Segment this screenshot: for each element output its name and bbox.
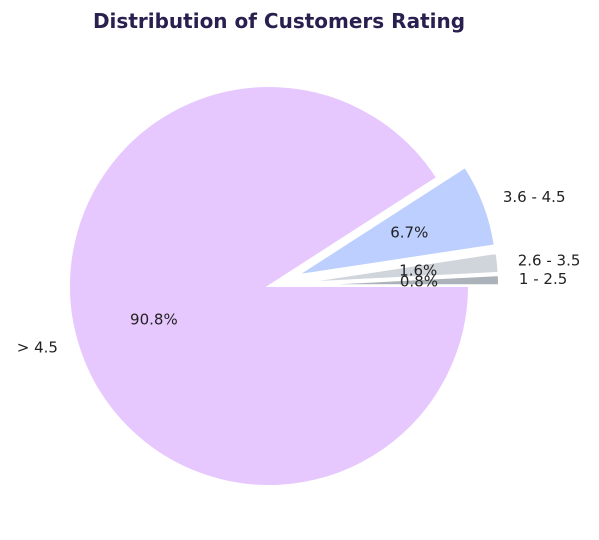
pie-slice-3-6-4-5: [296, 165, 496, 277]
slice-pct-3-6-4-5: 6.7%: [390, 223, 428, 241]
chart-title: Distribution of Customers Rating: [93, 9, 465, 33]
slice-label-2-6-3-5: 2.6 - 3.5: [518, 251, 581, 269]
pie-slice-1-2-5: [298, 274, 500, 287]
pie-slice-4-5: [68, 85, 471, 487]
slice-pct-4-5: 90.8%: [130, 310, 178, 328]
pie-labels: 1 - 2.5 0.8% 2.6 - 3.5 1.6% 3.6 - 4.5 6.7% > 4…: [17, 188, 581, 357]
slice-label-4-5: > 4.5: [17, 339, 58, 357]
slice-label-1-2-5: 1 - 2.5: [519, 270, 567, 288]
pie-slice-2-6-3-5: [298, 251, 500, 284]
pie-slices: [68, 85, 500, 487]
slice-label-3-6-4-5: 3.6 - 4.5: [503, 188, 566, 206]
slice-pct-1-2-5: 0.8%: [400, 273, 438, 291]
slice-pct-2-6-3-5: 1.6%: [399, 261, 437, 279]
